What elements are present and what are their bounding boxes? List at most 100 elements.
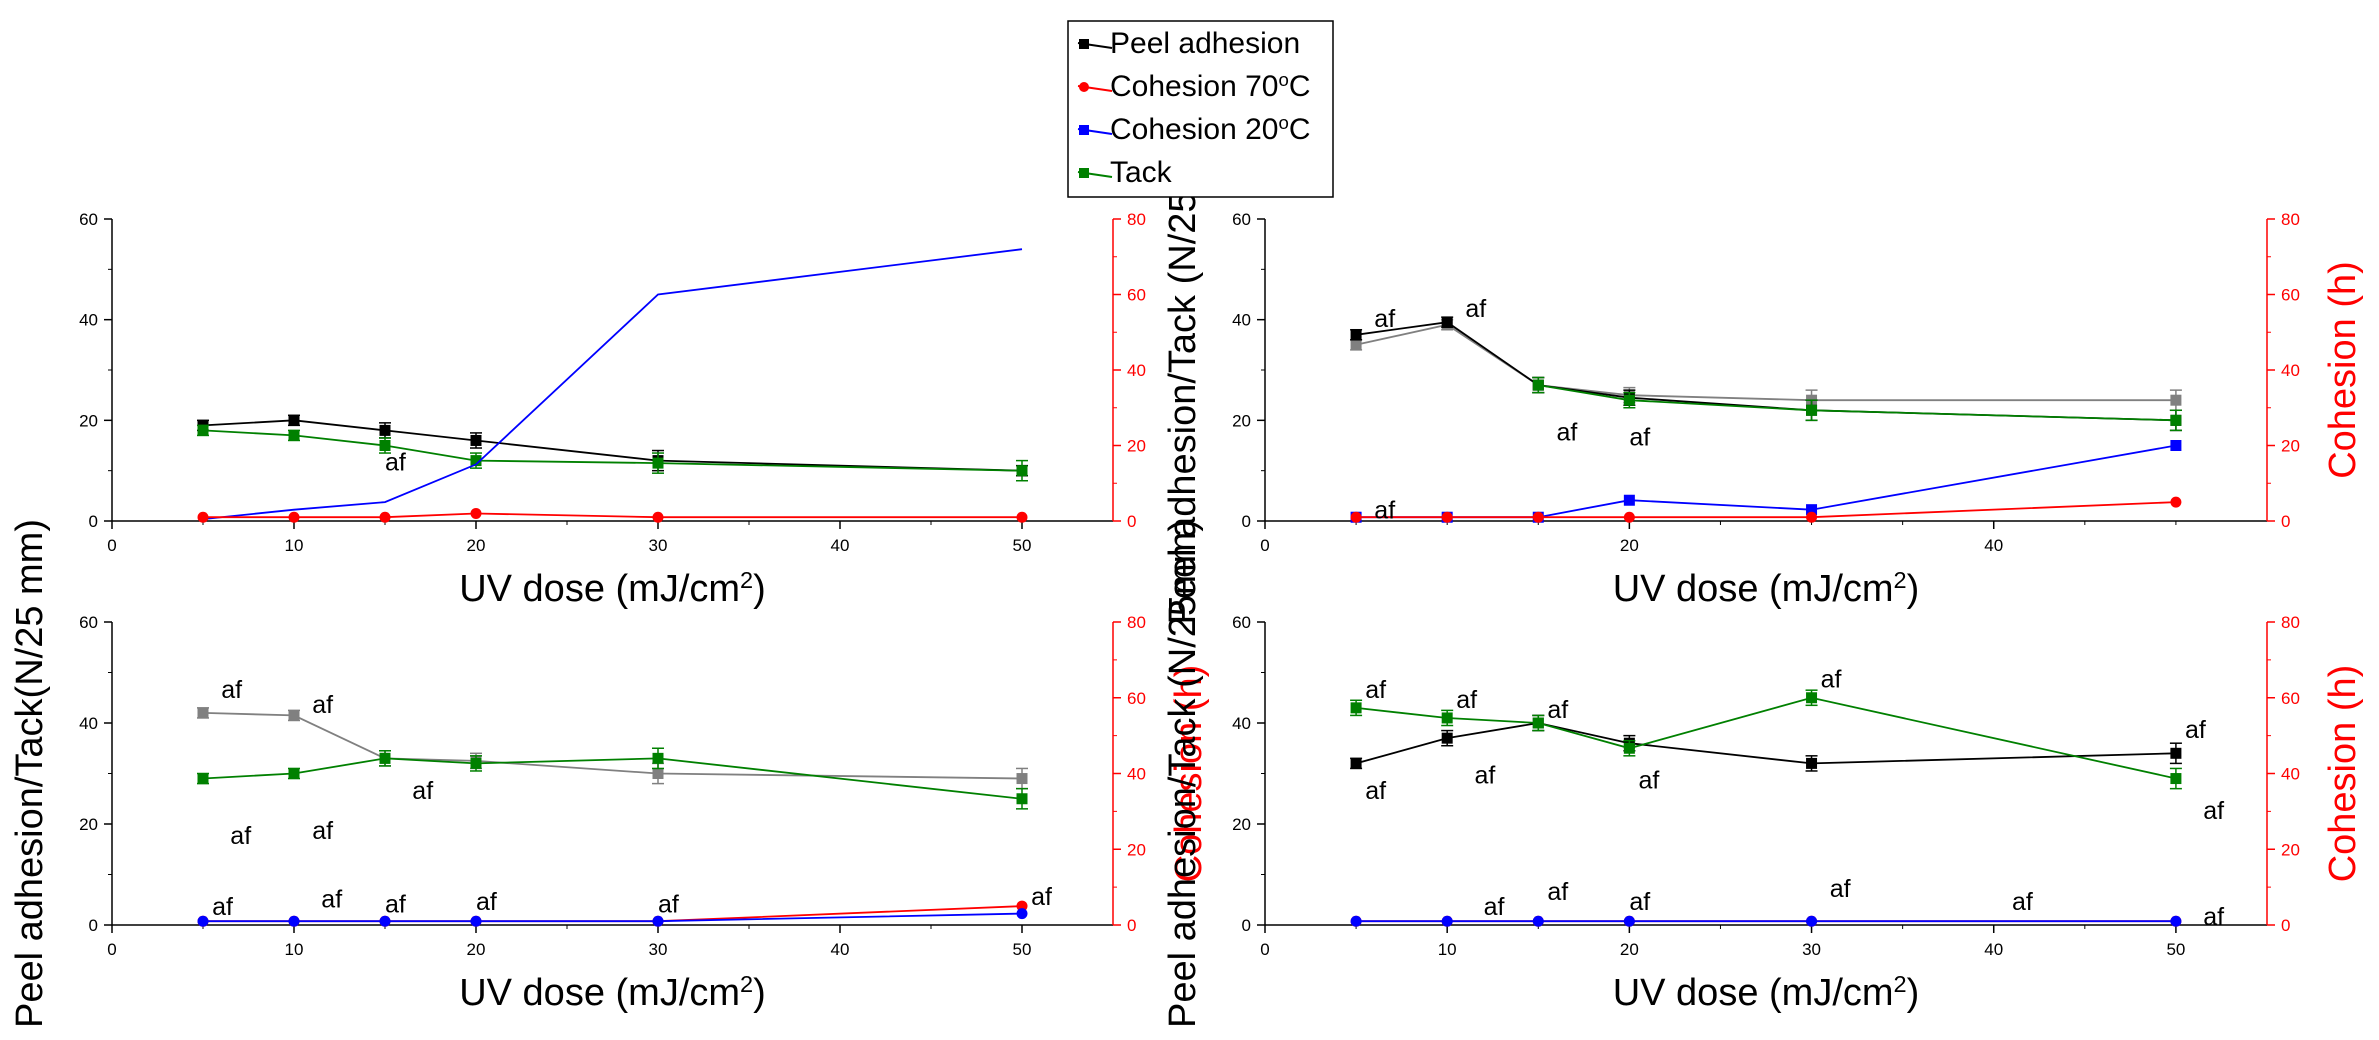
- legend-swatch-marker: [1079, 82, 1089, 92]
- annotation-label: af: [1547, 878, 1568, 906]
- y-tick-label: 40: [79, 714, 98, 733]
- x-axis-label-sup: 2: [1894, 567, 1907, 593]
- annotation-label: af: [2012, 888, 2033, 916]
- annotation-label: af: [1547, 696, 1568, 724]
- data-point: [1806, 511, 1818, 523]
- y-axis-label: Peel adhesion/Tack (N/25mm): [1162, 519, 1204, 1028]
- y-tick-label: 0: [1242, 916, 1251, 935]
- annotation-label: af: [212, 893, 233, 921]
- data-point: [1623, 915, 1635, 927]
- y2-tick-label: 0: [2281, 512, 2290, 531]
- y2-tick-label: 20: [1127, 840, 1146, 859]
- data-point: [470, 757, 482, 769]
- y-axis-label: Peel adhesion/Tack (N/25mm): [1162, 116, 1204, 625]
- x-axis-label-end: ): [753, 972, 766, 1014]
- x-axis-label-main: UV dose (mJ/cm: [459, 972, 740, 1014]
- data-point: [2170, 496, 2182, 508]
- data-point: [1623, 494, 1635, 506]
- x-tick-label: 40: [1984, 536, 2003, 555]
- data-point: [1016, 793, 1028, 805]
- y2-tick-label: 80: [1127, 210, 1146, 229]
- data-point: [652, 915, 664, 927]
- x-axis-label-end: ): [1907, 972, 1920, 1014]
- y2-axis-label: Cohesion (h): [2322, 261, 2364, 479]
- y2-tick-label: 60: [2281, 689, 2300, 708]
- series-line: [1356, 501, 2176, 519]
- x-tick-label: 30: [1802, 940, 1821, 959]
- series-line: [202, 757, 1023, 800]
- data-point: [379, 511, 391, 523]
- data-point: [2170, 773, 2182, 785]
- series-line: [202, 712, 1023, 780]
- annotation-label: af: [2203, 903, 2224, 931]
- data-point: [1623, 394, 1635, 406]
- data-point: [197, 511, 209, 523]
- data-point: [470, 915, 482, 927]
- legend-entry-tack: Tack: [1077, 156, 1173, 189]
- series-cohesion20: [202, 248, 1023, 520]
- x-axis-label-sup: 2: [740, 971, 753, 997]
- y-tick-label: 20: [1232, 815, 1251, 834]
- annotation-label: af: [1830, 875, 1851, 903]
- series-tack: [1350, 689, 2182, 790]
- legend-label-main: Cohesion 70: [1110, 70, 1278, 103]
- data-point: [1623, 742, 1635, 754]
- annotation-label: af: [1629, 888, 1650, 916]
- data-point: [1441, 316, 1453, 328]
- annotation-label: af: [1638, 767, 1659, 795]
- data-point: [197, 424, 209, 436]
- y2-tick-label: 80: [2281, 613, 2300, 632]
- data-point: [470, 434, 482, 446]
- legend-swatch-marker: [1079, 125, 1089, 135]
- annotation-label: af: [385, 890, 406, 918]
- legend-entry-cohesion70: Cohesion 70oC: [1077, 69, 1310, 103]
- data-point: [1441, 915, 1453, 927]
- annotation-label: af: [321, 885, 342, 913]
- series-line: [203, 912, 1023, 923]
- x-axis-label: UV dose (mJ/cm2): [1613, 567, 1920, 610]
- series-line: [1355, 722, 2176, 765]
- data-point: [1016, 908, 1028, 920]
- y-tick-label: 20: [1232, 411, 1251, 430]
- data-point: [197, 773, 209, 785]
- data-point: [197, 915, 209, 927]
- annotation-label: af: [221, 676, 242, 704]
- x-tick-label: 0: [107, 536, 116, 555]
- data-point: [1016, 511, 1028, 523]
- series-line: [202, 248, 1023, 520]
- annotation-label: af: [385, 449, 406, 477]
- data-point: [288, 768, 300, 779]
- legend-swatch-marker: [1079, 39, 1089, 49]
- x-tick-label: 20: [1620, 536, 1639, 555]
- y2-tick-label: 40: [1127, 361, 1146, 380]
- chart-panel-top-left: 0 10 20 30 40 50 0 20 40 60 0 20 40 60 80 UV dose (mJ/c…: [79, 210, 1146, 610]
- legend-box: [1067, 20, 1334, 198]
- data-point: [288, 429, 300, 441]
- x-tick-label: 50: [1013, 536, 1032, 555]
- annotation-label: af: [1475, 762, 1496, 790]
- x-tick-label: 30: [649, 536, 668, 555]
- y-axis-label: Peel adhesion/Tack(N/25 mm): [9, 519, 51, 1028]
- y2-tick-label: 80: [1127, 613, 1146, 632]
- x-axis-label-main: UV dose (mJ/cm: [1613, 972, 1894, 1014]
- x-tick-label: 20: [467, 536, 486, 555]
- y-tick-label: 60: [79, 210, 98, 229]
- y-tick-label: 60: [1232, 210, 1251, 229]
- legend-label-end: C: [1289, 113, 1311, 146]
- x-axis-label-main: UV dose (mJ/cm: [459, 568, 740, 610]
- data-point: [1806, 915, 1818, 927]
- legend-label-main: Cohesion 20: [1110, 113, 1278, 146]
- x-axis-label-end: ): [753, 568, 766, 610]
- data-point: [2170, 440, 2182, 451]
- data-point: [652, 768, 664, 779]
- series-line: [1355, 321, 2176, 422]
- data-point: [2170, 747, 2182, 759]
- legend-label: Tack: [1110, 156, 1173, 189]
- y2-axis-label: Cohesion (h): [1168, 665, 1210, 883]
- x-tick-label: 0: [1260, 940, 1269, 959]
- data-point: [652, 752, 664, 764]
- y2-axis-label: Cohesion (h): [2322, 665, 2364, 883]
- series-line: [202, 429, 1023, 472]
- y-tick-label: 0: [89, 916, 98, 935]
